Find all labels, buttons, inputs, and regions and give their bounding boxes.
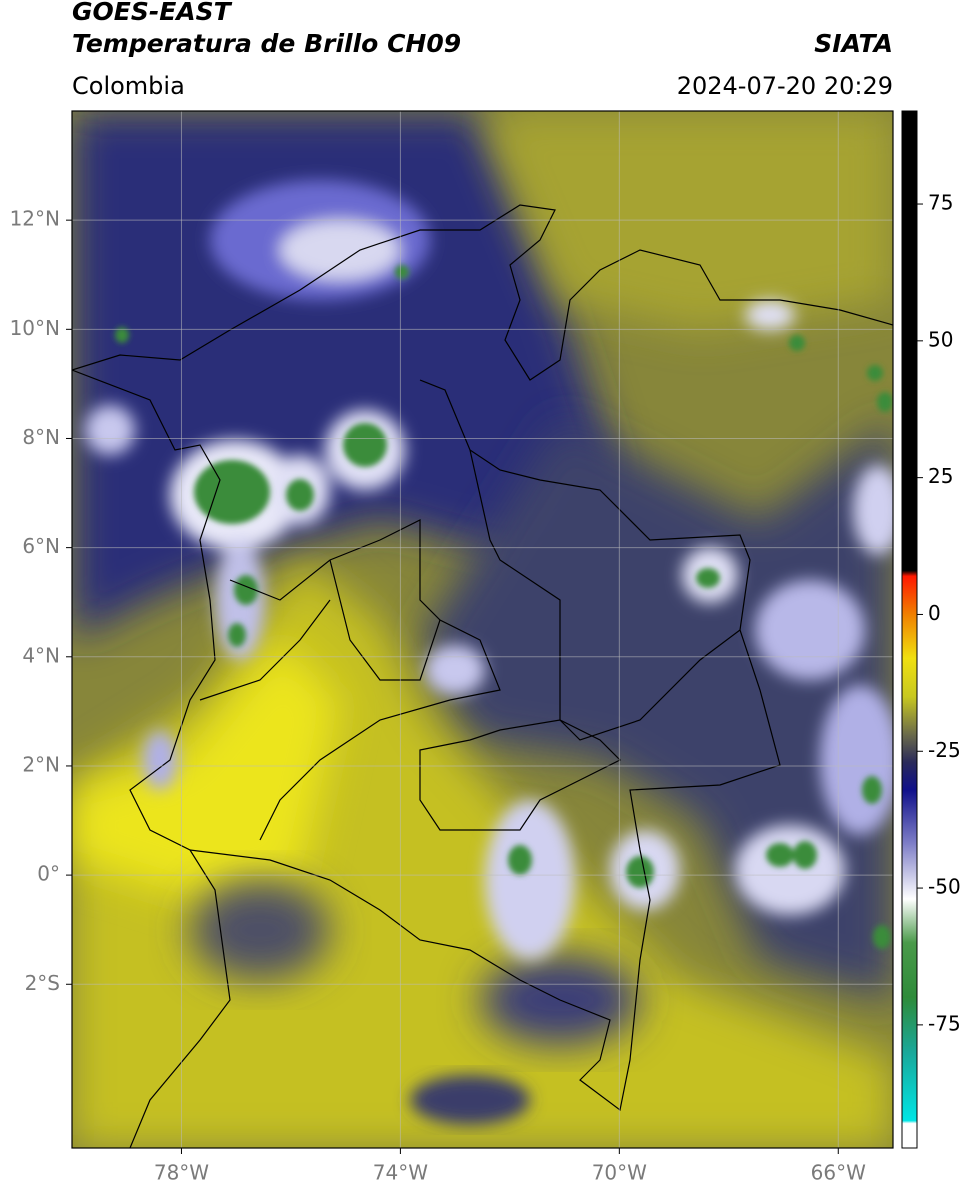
colorbar: 75 50 25 0 -25 -50 -75 — [901, 110, 961, 1149]
subtitle: Temperatura de Brillo CH09 — [72, 29, 461, 58]
map-frame — [71, 110, 894, 1149]
x-tick-label: 74°W — [373, 1161, 428, 1185]
y-tick-label: 2°N — [22, 752, 60, 776]
datetime: 2024-07-20 20:29 — [677, 72, 893, 100]
x-tick-label: 70°W — [592, 1161, 647, 1185]
colorbar-tick-label: 25 — [928, 464, 953, 488]
colorbar-tick-label: 75 — [928, 191, 953, 215]
colorbar-tick-label: 0 — [928, 601, 941, 625]
y-tick-label: 4°N — [22, 643, 60, 667]
source: SIATA — [814, 29, 893, 58]
x-tick-label: 66°W — [811, 1161, 866, 1185]
colorbar-scale — [901, 110, 918, 1149]
y-tick-label: 6°N — [22, 534, 60, 558]
y-tick-label: 0° — [37, 862, 60, 886]
y-tick-label: 10°N — [10, 316, 60, 340]
y-tick-label: 2°S — [25, 971, 60, 995]
colorbar-tick-label: -75 — [928, 1011, 961, 1035]
colorbar-tick-label: -50 — [928, 875, 961, 899]
y-tick-label: 12°N — [10, 207, 60, 231]
title: GOES-EAST — [72, 0, 233, 26]
graticule — [72, 111, 893, 1148]
x-tick-label: 78°W — [154, 1161, 209, 1185]
satellite-image — [72, 111, 893, 1148]
y-tick-label: 8°N — [22, 425, 60, 449]
colorbar-tick-label: -25 — [928, 738, 961, 762]
colorbar-tick-label: 50 — [928, 327, 953, 351]
region: Colombia — [72, 72, 185, 100]
